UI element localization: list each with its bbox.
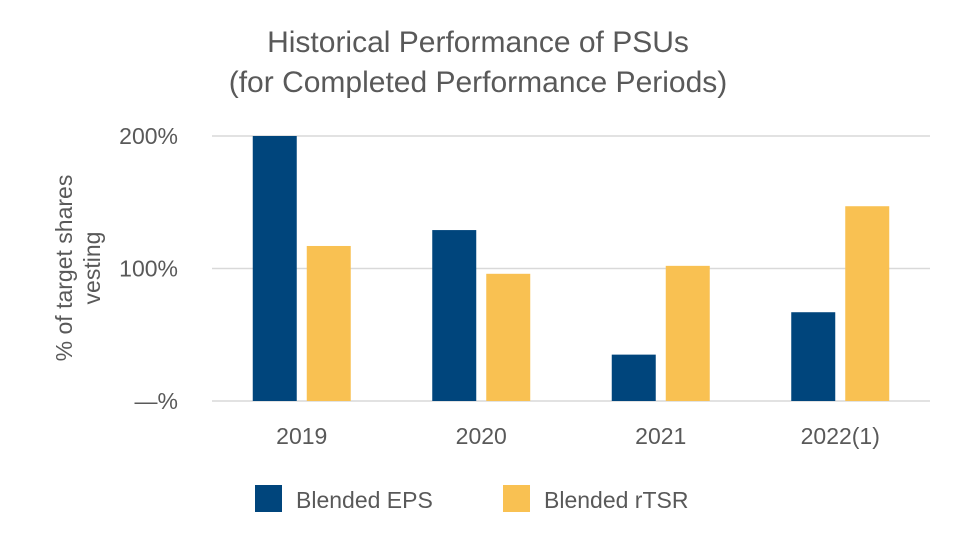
legend-label-blended-rtsr: Blended rTSR <box>544 487 688 513</box>
chart-title-line-2: (for Completed Performance Periods) <box>229 66 728 99</box>
y-tick-label-0: —% <box>135 388 178 414</box>
y-axis-label-line-1: % of target shares <box>51 175 77 362</box>
bar-blended-eps-2021 <box>611 354 656 401</box>
y-axis-ticks: —% 100% 200% <box>119 123 178 414</box>
chart-title-line-1: Historical Performance of PSUs <box>267 26 689 59</box>
chart-title: Historical Performance of PSUs (for Comp… <box>229 26 728 99</box>
x-tick-label-2022-1: 2022(1) <box>801 423 880 449</box>
y-axis-label: % of target shares vesting <box>51 175 105 362</box>
x-tick-label-2020: 2020 <box>456 423 507 449</box>
bar-blended-eps-2019 <box>252 136 297 401</box>
bars <box>252 136 890 401</box>
legend-swatch-blended-rtsr <box>503 485 530 512</box>
bar-blended-eps-2020 <box>432 230 477 401</box>
y-tick-label-200: 200% <box>119 123 178 149</box>
legend-swatch-blended-eps <box>255 485 282 512</box>
y-tick-label-100: 100% <box>119 256 178 282</box>
legend: Blended EPS Blended rTSR <box>255 485 688 513</box>
x-tick-label-2021: 2021 <box>635 423 686 449</box>
x-axis-ticks: 2019 2020 2021 2022(1) <box>276 423 880 449</box>
bar-blended-rtsr-2022-1 <box>845 206 890 401</box>
x-tick-label-2019: 2019 <box>276 423 327 449</box>
bar-blended-rtsr-2020 <box>486 273 531 401</box>
bar-blended-rtsr-2019 <box>306 245 351 401</box>
bar-blended-rtsr-2021 <box>665 265 710 401</box>
y-axis-label-line-2: vesting <box>79 232 105 305</box>
legend-label-blended-eps: Blended EPS <box>296 487 433 513</box>
bar-blended-eps-2022-1 <box>791 312 836 401</box>
